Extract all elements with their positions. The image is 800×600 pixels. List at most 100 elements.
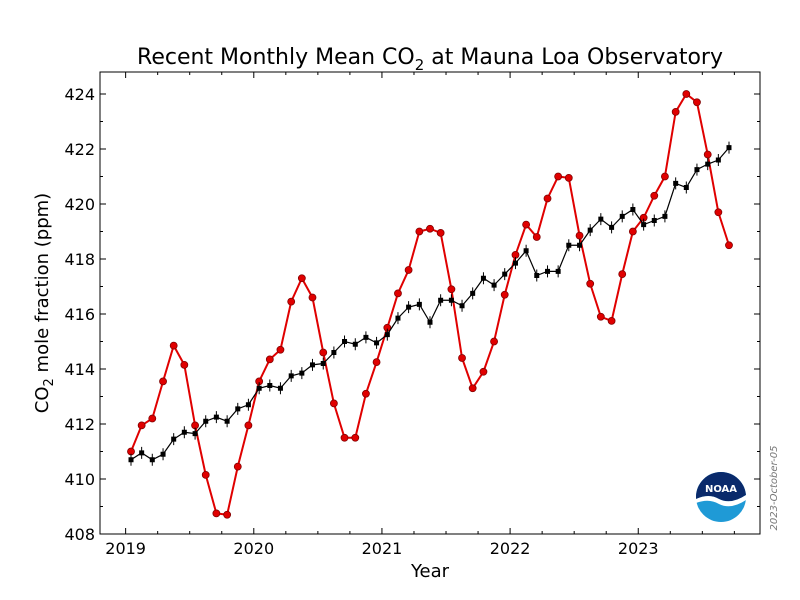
series-line bbox=[130, 92, 730, 516]
data-point bbox=[607, 316, 616, 325]
data-point bbox=[693, 98, 701, 107]
data-point bbox=[491, 282, 497, 288]
data-point bbox=[394, 289, 402, 298]
data-point bbox=[212, 509, 221, 518]
data-point bbox=[436, 228, 445, 237]
noaa-logo-text: NOAA bbox=[705, 484, 737, 495]
data-point bbox=[586, 279, 595, 288]
data-point bbox=[598, 216, 604, 222]
data-point bbox=[426, 224, 434, 233]
data-point bbox=[470, 290, 476, 296]
data-point bbox=[319, 348, 328, 357]
data-point bbox=[650, 191, 659, 200]
data-point bbox=[725, 241, 733, 250]
data-point bbox=[362, 389, 370, 398]
data-point bbox=[297, 274, 306, 283]
data-point bbox=[458, 354, 466, 362]
data-point bbox=[479, 367, 488, 376]
data-point bbox=[267, 383, 273, 388]
data-point bbox=[308, 293, 317, 302]
data-point bbox=[682, 90, 691, 98]
y-tick-label: 414 bbox=[64, 360, 95, 379]
x-tick-labels: 2019 2020 2021 2022 2023 bbox=[105, 539, 658, 558]
data-point bbox=[448, 297, 454, 303]
data-point bbox=[534, 273, 540, 278]
data-point bbox=[587, 227, 593, 233]
data-point bbox=[555, 268, 561, 274]
data-point bbox=[406, 304, 412, 310]
series-line bbox=[130, 147, 730, 461]
data-point bbox=[384, 332, 390, 338]
y-tick-label: 422 bbox=[64, 140, 95, 159]
data-point bbox=[532, 233, 541, 241]
data-point bbox=[139, 450, 145, 456]
data-point bbox=[203, 418, 209, 424]
data-point bbox=[468, 384, 477, 393]
data-point bbox=[299, 370, 305, 376]
data-point bbox=[192, 431, 198, 437]
data-point bbox=[235, 406, 241, 412]
data-point bbox=[351, 433, 360, 442]
data-point bbox=[703, 150, 712, 159]
y-tick-label: 420 bbox=[64, 195, 95, 214]
x-tick-label: 2019 bbox=[105, 539, 146, 558]
data-point bbox=[159, 377, 167, 386]
data-point bbox=[352, 341, 358, 347]
data-point bbox=[171, 436, 177, 442]
data-point bbox=[490, 337, 498, 346]
series-layer bbox=[127, 90, 733, 519]
y-tick-label: 408 bbox=[64, 525, 95, 544]
data-point bbox=[213, 414, 219, 420]
data-point bbox=[661, 172, 669, 181]
y-tick-label: 410 bbox=[64, 470, 95, 489]
x-tick-label: 2021 bbox=[362, 539, 403, 558]
data-point bbox=[340, 433, 349, 442]
data-point bbox=[502, 271, 508, 277]
data-point bbox=[265, 355, 274, 364]
y-axis-label: CO2 mole fraction (ppm) bbox=[32, 193, 57, 413]
data-point bbox=[244, 421, 253, 430]
data-point bbox=[276, 345, 285, 354]
data-point bbox=[245, 402, 251, 408]
data-point bbox=[169, 341, 178, 350]
data-point bbox=[363, 334, 369, 340]
data-point bbox=[416, 301, 422, 307]
data-point bbox=[459, 303, 465, 309]
data-point bbox=[673, 180, 679, 186]
data-point bbox=[564, 173, 573, 182]
plot-frame bbox=[99, 71, 761, 535]
data-point bbox=[128, 457, 134, 463]
data-point bbox=[554, 172, 563, 181]
data-point bbox=[523, 248, 529, 254]
data-point bbox=[342, 339, 348, 344]
data-point bbox=[160, 451, 166, 457]
data-point bbox=[628, 227, 637, 236]
data-point bbox=[372, 358, 381, 367]
data-point bbox=[148, 414, 157, 423]
data-point bbox=[609, 224, 615, 230]
date-stamp: 2023-October-05 bbox=[769, 446, 780, 531]
data-point bbox=[694, 167, 700, 173]
data-point bbox=[714, 208, 723, 217]
data-point bbox=[427, 319, 433, 325]
x-tick-label: 2023 bbox=[618, 539, 659, 558]
data-point bbox=[577, 242, 583, 248]
data-point bbox=[619, 213, 625, 219]
data-point bbox=[662, 213, 668, 219]
data-point bbox=[137, 421, 146, 430]
data-point bbox=[320, 361, 326, 366]
data-point bbox=[726, 145, 732, 151]
data-point bbox=[512, 260, 518, 266]
data-point bbox=[223, 510, 232, 519]
data-point bbox=[309, 362, 315, 368]
x-tick-label: 2020 bbox=[233, 539, 274, 558]
data-point bbox=[545, 268, 551, 274]
chart-title: Recent Monthly Mean CO2 at Mauna Loa Obs… bbox=[137, 45, 723, 74]
data-point bbox=[149, 457, 155, 463]
y-tick-label: 416 bbox=[64, 305, 95, 324]
data-point bbox=[500, 290, 509, 299]
y-tick-label: 418 bbox=[64, 250, 95, 269]
data-point bbox=[596, 312, 605, 321]
data-point bbox=[651, 218, 657, 223]
